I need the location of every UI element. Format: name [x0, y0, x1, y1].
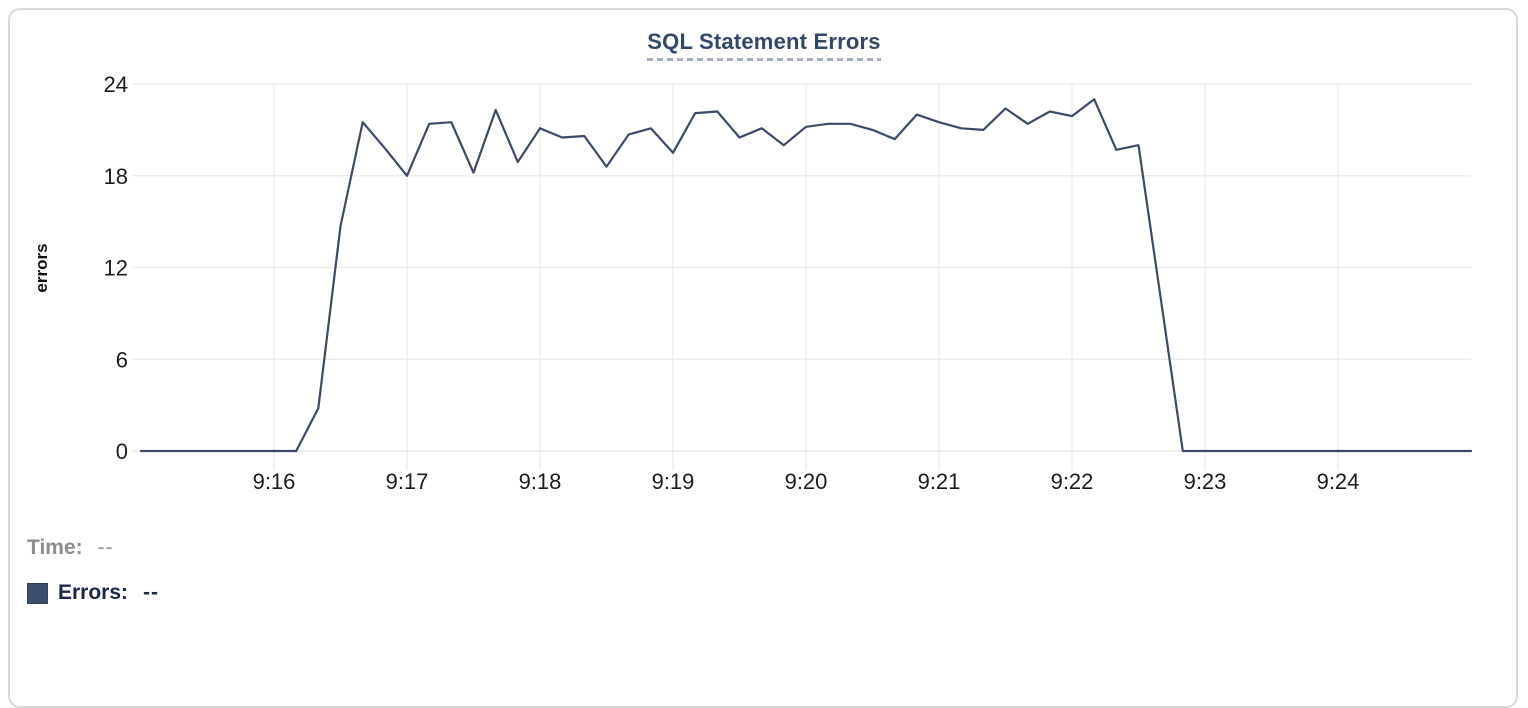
y-axis-title: errors — [32, 243, 51, 292]
x-tick-label: 9:18 — [519, 469, 562, 494]
time-value: -- — [97, 536, 114, 559]
errors-series-swatch — [27, 582, 48, 604]
errors-label: Errors: — [58, 581, 129, 604]
x-tick-label: 9:24 — [1317, 469, 1360, 494]
x-tick-label: 9:20 — [785, 469, 828, 494]
y-tick-label: 24 — [104, 72, 128, 97]
y-tick-label: 0 — [116, 439, 128, 464]
legend-time-row: Time: -- — [27, 536, 114, 560]
errors-line-chart: 0 6 12 18 24 9:16 9:17 9:18 9:19 9:20 9:21 9:22 9:23… — [32, 72, 1473, 494]
plot-area[interactable] — [141, 84, 1471, 451]
chart-card — [8, 8, 1518, 708]
x-tick-label: 9:19 — [652, 469, 695, 494]
x-tick-label: 9:17 — [386, 469, 429, 494]
chart-title-bar: SQL Statement Errors — [0, 29, 1528, 61]
y-tick-label: 6 — [116, 347, 128, 372]
errors-value: -- — [143, 581, 160, 604]
legend-errors-row: Errors: -- — [27, 581, 159, 605]
series-line-errors — [139, 98, 1473, 453]
chart-title-link[interactable]: SQL Statement Errors — [647, 29, 881, 61]
time-label: Time: — [27, 536, 83, 559]
x-tick-label: 9:22 — [1051, 469, 1094, 494]
x-tick-label: 9:23 — [1184, 469, 1227, 494]
x-tick-label: 9:16 — [253, 469, 296, 494]
x-tick-label: 9:21 — [918, 469, 961, 494]
y-tick-label: 18 — [104, 164, 128, 189]
y-tick-label: 12 — [104, 256, 128, 281]
